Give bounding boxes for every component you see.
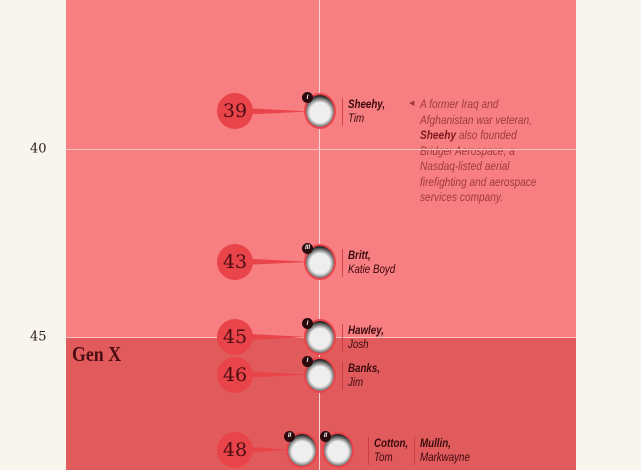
- gen-x-label: Gen X: [72, 342, 122, 366]
- chart-panel: Gen X ◀ A former Iraq and Afghanistan wa…: [66, 0, 576, 470]
- age-bubble: 43: [217, 243, 253, 280]
- senator-name: Hawley, Josh: [342, 324, 384, 352]
- last-name: Britt,: [347, 249, 371, 262]
- pointer-line: [249, 446, 286, 453]
- y-tick-label: 45: [30, 329, 47, 345]
- term-badge: I: [302, 92, 313, 104]
- y-tick-label: 40: [30, 141, 47, 157]
- term-badge: I: [302, 355, 313, 367]
- first-name: Tim: [347, 113, 365, 126]
- last-name: Cotton,: [373, 437, 409, 450]
- annotation-arrow-icon: ◀: [409, 100, 415, 107]
- first-name: Markwayne: [419, 451, 470, 464]
- term-badge: II: [284, 430, 295, 442]
- last-name: Banks,: [347, 362, 381, 375]
- senator-name: Sheehy, Tim: [342, 98, 386, 127]
- pointer-line: [249, 371, 304, 378]
- last-name: Mullin,: [419, 437, 451, 450]
- senator-name: Banks, Jim: [342, 361, 381, 390]
- senator-portrait: [304, 319, 336, 355]
- center-axis-line: [319, 0, 320, 470]
- first-name: Jim: [347, 376, 364, 389]
- pointer-line: [249, 258, 304, 265]
- senator-portrait: [304, 243, 336, 280]
- last-name: Sheehy,: [347, 99, 386, 112]
- senator-name: Cotton, Tom: [368, 436, 409, 465]
- term-badge: III: [302, 242, 313, 254]
- age-bubble: 45: [217, 319, 253, 355]
- age-bubble: 46: [217, 356, 253, 393]
- pointer-line: [249, 334, 304, 340]
- age-bubble: 39: [217, 93, 253, 130]
- first-name: Tom: [373, 451, 393, 464]
- senator-name: Mullin, Markwayne: [414, 436, 470, 465]
- senator-name: Britt, Katie Boyd: [342, 248, 396, 277]
- annotation: A former Iraq and Afghanistan war vetera…: [420, 99, 537, 204]
- pointer-line: [249, 108, 304, 115]
- gridline: [66, 149, 576, 150]
- term-badge: I: [302, 318, 313, 329]
- first-name: Katie Boyd: [347, 263, 396, 276]
- term-badge: II: [320, 430, 331, 442]
- last-name: Hawley,: [347, 325, 384, 337]
- age-bubble: 48: [217, 431, 253, 468]
- first-name: Josh: [347, 339, 369, 351]
